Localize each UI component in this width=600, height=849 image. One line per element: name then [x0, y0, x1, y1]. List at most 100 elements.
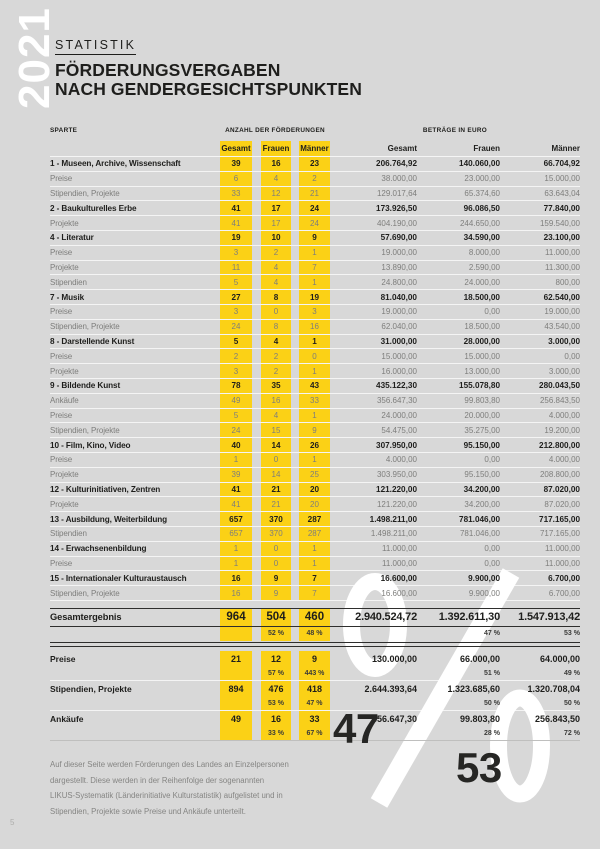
count-maenner-cell: 287 [299, 526, 330, 541]
euro-maenner-cell: 208.800,00 [539, 470, 580, 480]
statistik-label: STATISTIK [55, 38, 137, 55]
count-frauen-cell: 15 [261, 423, 291, 438]
euro-maenner-cell: 15.000,00 [544, 174, 580, 184]
euro-gesamt-cell: 121.220,00 [376, 499, 417, 509]
column-gap [291, 557, 299, 571]
euro-gesamt-cell: 15.000,00 [381, 351, 417, 361]
summary-count-maenner: 33 67 % [299, 710, 330, 740]
euro-gesamt-cell: 121.220,00 [376, 484, 417, 494]
table-row: 12 - Kulturinitiativen, Zentren 41 21 20 121… [50, 482, 580, 498]
table-row: 4 - Literatur 19 10 9 57.690,00 34.590,00 23.1… [50, 230, 580, 246]
column-gap [291, 290, 299, 304]
column-gap [252, 468, 261, 482]
header-anzahl: ANZAHL DER FÖRDERUNGEN [225, 127, 325, 134]
page-title: FÖRDERUNGSVERGABEN NACH GENDERGESICHTSPU… [55, 61, 362, 98]
column-gap [291, 141, 299, 156]
row-label: Preise [50, 248, 73, 258]
euro-frauen-cell: 28.000,00 [463, 336, 500, 346]
euro-frauen-cell: 0,00 [484, 558, 500, 568]
summary-euro-frauen-percent: 51 % [484, 669, 500, 677]
summary-row: Stipendien, Projekte 894 476 53 % 418 47 % 2.6… [50, 680, 580, 711]
euro-frauen-cell: 155.078,80 [459, 381, 500, 391]
euro-frauen-cell: 781.046,00 [459, 529, 500, 539]
euro-gesamt-cell: 57.690,00 [380, 233, 417, 243]
summary-label: Ankäufe [50, 711, 220, 740]
summary-count-gesamt-value: 894 [228, 683, 244, 694]
euro-maenner-cell: 717.165,00 [539, 514, 580, 524]
count-frauen-cell: 2 [261, 349, 291, 364]
euro-gesamt-cell: 13.890,00 [381, 262, 417, 272]
summary-count-frauen-percent: 53 % [268, 699, 284, 707]
row-label: Projekte [50, 470, 79, 480]
subheader-count-gesamt: Gesamt [220, 141, 252, 156]
column-gap [291, 571, 299, 585]
count-frauen-cell: 10 [261, 230, 291, 245]
summary-count-frauen-percent: 33 % [268, 729, 284, 737]
summary-count-maenner-percent: 67 % [306, 729, 323, 737]
summary-count-frauen: 476 53 % [261, 680, 291, 710]
euro-gesamt-cell: 16.000,00 [381, 366, 417, 376]
column-gap [291, 187, 299, 201]
count-frauen-cell: 9 [261, 571, 291, 586]
table-row: Projekte 3 2 1 16.000,00 13.000,00 3.000,00 [50, 364, 580, 379]
row-label: 9 - Bildende Kunst [50, 381, 121, 391]
summary-count-maenner-value: 33 [309, 713, 320, 724]
men-share-value: 53 [456, 744, 502, 791]
column-gap [252, 557, 261, 571]
euro-frauen-cell: 35.275,00 [464, 425, 500, 435]
column-gap [291, 586, 299, 600]
table-row: Preise 1 0 1 4.000,00 0,00 4.000,00 [50, 452, 580, 468]
count-maenner-cell: 16 [299, 319, 330, 334]
euro-frauen-cell: 18.500,00 [463, 292, 500, 302]
euro-maenner-cell: 800,00 [555, 277, 580, 287]
summary-euro-gesamt-value: 356.647,30 [371, 713, 417, 724]
count-gesamt-cell: 5 [220, 334, 252, 349]
summary-count-maenner-value: 418 [306, 683, 323, 694]
summary-label: Preise [50, 651, 220, 680]
column-gap [252, 157, 261, 171]
count-frauen-cell: 14 [261, 438, 291, 452]
count-maenner-cell: 1 [299, 364, 330, 378]
count-maenner-cell: 7 [299, 586, 330, 600]
row-label: 4 - Literatur [50, 233, 94, 243]
subheader-euro-gesamt: Gesamt [387, 144, 417, 153]
count-maenner-cell: 19 [299, 290, 330, 304]
table-group-header: SPARTE ANZAHL DER FÖRDERUNGEN BETRÄGE IN… [50, 127, 580, 138]
summary-euro-gesamt: 356.647,30 [330, 711, 417, 740]
count-gesamt-cell: 1 [220, 452, 252, 467]
count-frauen-cell: 370 [261, 526, 291, 541]
percent-spacer [50, 627, 220, 641]
column-gap [252, 681, 261, 710]
column-gap [291, 409, 299, 423]
count-gesamt-cell: 41 [220, 497, 252, 512]
summary-count-maenner-value: 9 [311, 653, 317, 664]
summary-euro-maenner-percent: 50 % [564, 699, 580, 707]
page-title-line2: NACH GENDERGESICHTSPUNKTEN [55, 78, 362, 99]
row-label: Projekte [50, 218, 79, 228]
summary-euro-maenner: 64.000,00 49 % [500, 651, 580, 680]
column-gap [291, 394, 299, 408]
column-gap [291, 157, 299, 171]
column-gap [291, 627, 299, 641]
euro-frauen-cell: 34.200,00 [464, 499, 500, 509]
count-gesamt-cell: 27 [220, 290, 252, 304]
euro-maenner-cell: 212.800,00 [539, 440, 580, 450]
column-gap [252, 290, 261, 304]
summary-label-percent [50, 698, 220, 709]
euro-maenner-cell: 63.643,04 [544, 188, 580, 198]
count-frauen-cell: 0 [261, 304, 291, 319]
summary-count-gesamt: 21 [220, 650, 252, 680]
count-maenner-cell: 1 [299, 334, 330, 349]
column-gap [252, 609, 261, 626]
count-maenner-cell: 287 [299, 512, 330, 526]
count-frauen-cell: 4 [261, 171, 291, 186]
row-label: Stipendien, Projekte [50, 322, 120, 332]
count-gesamt-cell: 39 [220, 467, 252, 482]
row-label: Projekte [50, 262, 79, 272]
summary-label-value: Preise [50, 653, 76, 664]
euro-gesamt-cell: 303.950,00 [376, 470, 417, 480]
summary-euro-gesamt-value: 130.000,00 [371, 653, 417, 664]
euro-maenner-cell: 87.020,00 [544, 499, 580, 509]
header-sparte: SPARTE [50, 127, 78, 134]
percent-euro-maenner: 53 % [564, 630, 580, 638]
